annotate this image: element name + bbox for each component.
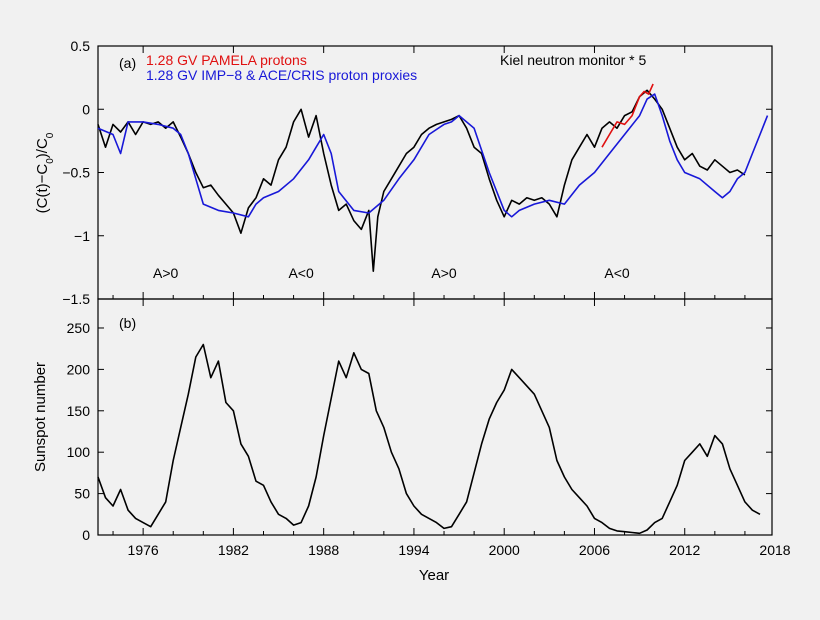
panel-b-ytick-label: 200 (67, 361, 91, 377)
panel-a-ytick-label: −1 (74, 228, 90, 244)
panel-b: (b) Sunspot number Year 050100150200250 … (32, 298, 791, 584)
panel-b-ytick-label: 150 (67, 403, 91, 419)
xtick-label: 2000 (489, 542, 520, 558)
polarity-annotation: A>0 (431, 265, 457, 281)
panel-a-label: (a) (119, 55, 136, 71)
panel-b-ytick-label: 50 (74, 486, 90, 502)
panel-a-series-0 (97, 89, 746, 273)
panel-b-ytick-label: 100 (67, 444, 91, 460)
legend-pamela: 1.28 GV PAMELA protons (146, 52, 307, 68)
legend-kiel: Kiel neutron monitor * 5 (500, 52, 647, 68)
panel-a-ytick-label: −0.5 (62, 165, 90, 181)
panel-b-ytick-label: 0 (82, 527, 90, 543)
panel-a-series-1 (97, 93, 769, 218)
xtick-label: 2006 (579, 542, 610, 558)
xtick-label: 1976 (128, 542, 159, 558)
panel-b-series-0 (97, 343, 761, 535)
polarity-annotation: A<0 (288, 265, 314, 281)
xtick-label: 1982 (218, 542, 249, 558)
legend-imp8-ace: 1.28 GV IMP−8 & ACE/CRIS proton proxies (146, 67, 417, 83)
panel-b-ytick-label: 250 (67, 320, 91, 336)
x-axis-label: Year (419, 567, 449, 584)
xtick-label: 1988 (308, 542, 339, 558)
xtick-label: 2018 (759, 542, 790, 558)
panel-a: (a) 1.28 GV PAMELA protons 1.28 GV IMP−8… (34, 38, 773, 307)
panel-a-ylabel: (C(t)−C0)/C0 (34, 132, 56, 213)
panel-a-ytick-label: 0 (82, 101, 90, 117)
xtick-label: 1994 (398, 542, 429, 558)
panel-b-label: (b) (119, 315, 136, 331)
polarity-annotation: A<0 (604, 265, 630, 281)
panel-a-ytick-label: 0.5 (71, 38, 91, 54)
panel-a-ytick-label: −1.5 (62, 291, 90, 307)
panel-a-frame (97, 45, 773, 300)
polarity-annotation: A>0 (153, 265, 179, 281)
panel-a-series-2 (601, 83, 654, 148)
xtick-label: 2012 (669, 542, 700, 558)
panel-b-ylabel: Sunspot number (32, 362, 49, 472)
panel-b-frame (97, 298, 773, 536)
